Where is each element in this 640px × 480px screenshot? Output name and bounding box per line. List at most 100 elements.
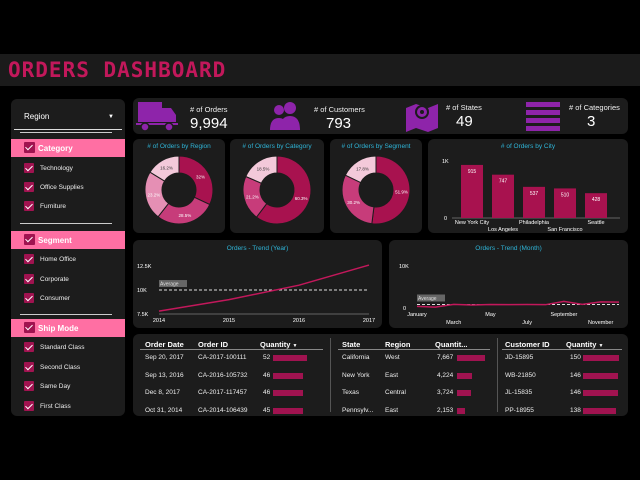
checkbox-icon[interactable] — [24, 142, 35, 153]
region-dropdown[interactable]: Region ▼ — [14, 104, 122, 130]
segment-filter-title: Segment — [38, 236, 72, 245]
x-tick-label: January — [407, 312, 427, 318]
checkbox-icon[interactable] — [24, 362, 34, 372]
category-donut-title: # of Orders by Category — [242, 143, 312, 150]
checkbox-icon[interactable] — [24, 254, 34, 264]
donut-slice[interactable] — [149, 155, 180, 182]
divider — [497, 338, 498, 412]
city-bar[interactable] — [523, 186, 545, 218]
qty-bar — [583, 407, 617, 414]
qty-bar — [457, 372, 473, 379]
checkbox-icon[interactable] — [24, 293, 34, 303]
x-tick-label: New York City — [455, 220, 489, 226]
city-bar[interactable] — [585, 193, 607, 218]
trend-year-chart: 7.5K 10K 12.5K Average 2014 2015 2016 2017 — [137, 264, 375, 324]
segment-donut-chart: 51.9% 30.2% 17.8% — [341, 155, 411, 225]
donut-slice[interactable] — [255, 155, 312, 225]
states-col-region[interactable]: Region — [385, 340, 411, 349]
category-filter-header[interactable]: Category — [11, 139, 125, 157]
city-bar[interactable] — [554, 188, 576, 218]
orders-col-qty[interactable]: Quantity ▼ — [260, 340, 297, 349]
checkbox-icon[interactable] — [24, 182, 34, 192]
state-cell: New York — [342, 371, 370, 379]
segment-filter-header[interactable]: Segment — [11, 231, 125, 249]
orders-col-id[interactable]: Order ID — [198, 340, 229, 349]
y-tick-label: 12.5K — [137, 264, 152, 270]
trend-line[interactable] — [416, 300, 620, 308]
x-tick-label: San Francisco — [547, 227, 582, 232]
orders-col-date[interactable]: Order Date — [145, 340, 184, 349]
checkbox-icon[interactable] — [24, 401, 34, 411]
y-tick-label: 10K — [399, 264, 409, 270]
city-bar[interactable] — [461, 164, 483, 218]
trend-month-title: Orders - Trend (Month) — [475, 245, 542, 252]
order-date-cell: Oct 31, 2014 — [145, 406, 183, 414]
kpi-categories-value: 3 — [587, 113, 596, 130]
average-label: Average — [160, 282, 179, 288]
kpi-states-value: 49 — [456, 113, 473, 130]
region-cell: West — [385, 354, 400, 361]
customers-col-id[interactable]: Customer ID — [505, 340, 550, 349]
state-qty-cell: 3,724 — [437, 389, 454, 396]
x-tick-label: 2014 — [153, 318, 165, 324]
states-col-qty[interactable]: Quantit... — [435, 340, 468, 349]
divider — [20, 314, 112, 315]
donut-slice[interactable] — [344, 155, 377, 184]
slice-data-label: 28.5% — [178, 213, 191, 218]
region-donut-chart: 32% 28.5% 23.2% 16.2% — [144, 155, 214, 225]
state-cell: Texas — [342, 389, 359, 396]
customer-id-cell: JD-15895 — [505, 354, 534, 361]
divider — [330, 338, 331, 412]
slice-data-label: 51.9% — [395, 190, 408, 195]
x-tick-label: March — [446, 320, 461, 326]
trend-line[interactable] — [158, 264, 370, 312]
x-tick-label: September — [550, 312, 577, 318]
sort-desc-icon: ▼ — [292, 343, 298, 349]
customers-col-qty-label: Quantity — [566, 340, 597, 349]
state-qty-cell: 4,224 — [437, 371, 454, 379]
state-cell: Pennsylv... — [342, 406, 374, 414]
divider — [338, 349, 490, 350]
average-label-bg — [159, 280, 187, 288]
header-bar — [0, 54, 640, 86]
order-qty-cell: 52 — [263, 354, 271, 361]
bar-data-label: 537 — [530, 191, 539, 197]
checkbox-icon[interactable] — [24, 342, 34, 352]
slice-data-label: 30.2% — [347, 200, 360, 205]
kpi-orders-label: # of Orders — [190, 105, 228, 114]
checkbox-icon[interactable] — [24, 322, 35, 333]
average-label-bg — [417, 294, 445, 302]
qty-bar — [583, 372, 618, 379]
divider — [140, 349, 323, 350]
bar-data-label: 510 — [561, 192, 570, 198]
customers-col-qty[interactable]: Quantity ▼ — [566, 340, 603, 349]
checkbox-icon[interactable] — [24, 381, 34, 391]
state-qty-cell: 2,153 — [437, 406, 454, 414]
donut-slice[interactable] — [178, 155, 214, 206]
qty-bar — [583, 390, 618, 396]
donut-slice[interactable] — [371, 155, 411, 225]
checkbox-icon[interactable] — [24, 274, 34, 284]
checkbox-icon[interactable] — [24, 201, 34, 211]
region-cell: East — [385, 406, 399, 414]
city-bar[interactable] — [492, 174, 514, 218]
order-id-cell: CA-2016-105732 — [198, 371, 248, 379]
y-tick-label: 0 — [403, 306, 406, 312]
y-tick-label: 7.5K — [137, 312, 149, 318]
checkbox-icon[interactable] — [24, 163, 34, 173]
qty-bar — [457, 390, 471, 396]
customer-qty-cell: 146 — [570, 389, 581, 396]
qty-bar — [273, 407, 303, 414]
states-col-state[interactable]: State — [342, 340, 361, 349]
chevron-down-icon: ▼ — [108, 114, 114, 120]
order-qty-cell: 46 — [263, 389, 271, 396]
y-tick-label: 10K — [137, 288, 147, 294]
ship-mode-filter-header[interactable]: Ship Mode — [11, 319, 125, 337]
checkbox-icon[interactable] — [24, 234, 35, 245]
donut-slice[interactable] — [245, 155, 278, 184]
order-date-cell: Sep 13, 2016 — [145, 371, 184, 379]
region-donut-title: # of Orders by Region — [147, 143, 211, 150]
divider — [502, 349, 622, 350]
trend-month-card — [389, 240, 628, 328]
order-qty-cell: 45 — [263, 406, 271, 414]
